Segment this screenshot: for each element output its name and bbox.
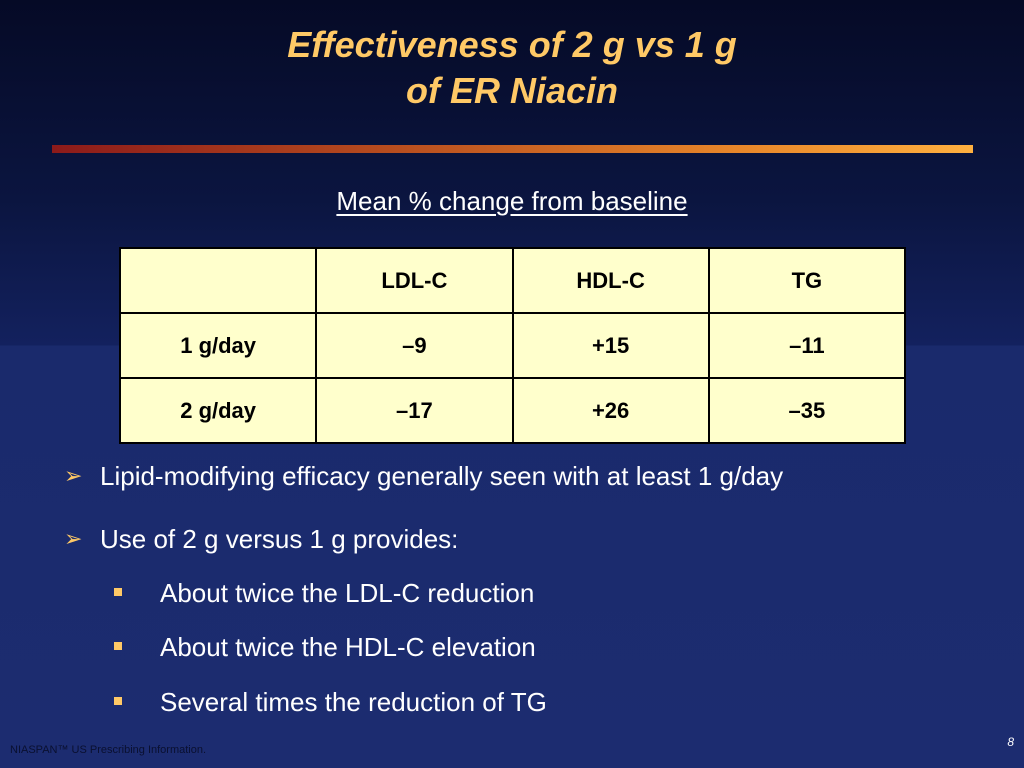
bullet-item: ➢ Use of 2 g versus 1 g provides: (64, 523, 458, 555)
bullet-item: ➢ Lipid-modifying efficacy generally seen… (64, 460, 783, 492)
table-cell: –11 (707, 312, 907, 379)
footnote: NIASPAN™ US Prescribing Information. (10, 744, 207, 756)
square-bullet-icon (114, 697, 122, 705)
page-number: 8 (1007, 735, 1014, 749)
table-cell: –9 (315, 312, 514, 379)
table-header-row: LDL-C HDL-C TG (118, 247, 907, 314)
title-line-1: Effectiveness of 2 g vs 1 g (287, 24, 737, 65)
sub-bullet-text: About twice the LDL-C reduction (160, 578, 535, 608)
table-row: 1 g/day –9 +15 –11 (118, 312, 907, 379)
header-cell-empty (118, 247, 318, 314)
square-bullet-icon (114, 588, 122, 596)
arrowhead-bullet-icon: ➢ (64, 526, 83, 551)
bullet-text: Lipid-modifying efficacy generally seen … (100, 461, 784, 491)
table-cell: +15 (511, 312, 710, 379)
sub-bullet-text: Several times the reduction of TG (160, 687, 547, 717)
table-cell: –35 (707, 377, 907, 444)
results-table: LDL-C HDL-C TG 1 g/day –9 +15 –11 2 g/da… (118, 247, 907, 444)
table-row: 2 g/day –17 +26 –35 (118, 377, 907, 444)
header-cell-tg: TG (707, 247, 907, 314)
square-bullet-icon (114, 642, 122, 650)
table-cell: –17 (315, 377, 514, 444)
slide-title: Effectiveness of 2 g vs 1 g of ER Niacin (0, 22, 1024, 114)
table-cell: +26 (511, 377, 710, 444)
sub-bullet-item: About twice the LDL-C reduction (114, 577, 534, 609)
title-line-2: of ER Niacin (405, 70, 619, 111)
header-cell-hdl: HDL-C (511, 247, 710, 314)
header-cell-ldl: LDL-C (315, 247, 514, 314)
row-label-cell: 2 g/day (118, 377, 318, 444)
table-caption: Mean % change from baseline (336, 186, 688, 216)
title-divider (52, 145, 973, 153)
row-label-cell: 1 g/day (118, 312, 318, 379)
arrowhead-bullet-icon: ➢ (64, 463, 83, 488)
sub-bullet-text: About twice the HDL-C elevation (160, 632, 536, 662)
bullet-text: Use of 2 g versus 1 g provides: (100, 524, 459, 554)
sub-bullet-item: About twice the HDL-C elevation (114, 631, 536, 663)
sub-bullet-item: Several times the reduction of TG (114, 686, 547, 718)
